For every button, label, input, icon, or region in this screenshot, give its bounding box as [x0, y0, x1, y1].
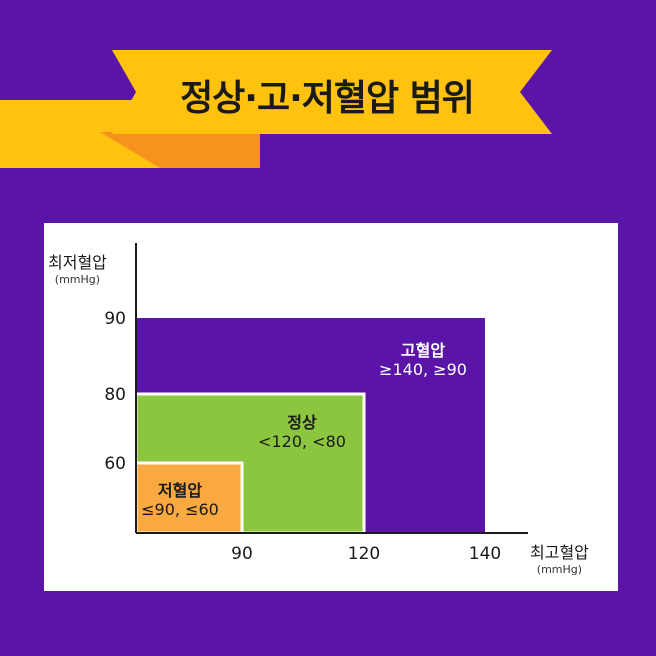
region-label-normal: 정상 <120, <80	[247, 413, 357, 451]
region-condition-hypertension: ≥140, ≥90	[379, 360, 467, 380]
ribbon-shadow	[100, 132, 260, 168]
region-name-normal: 정상	[287, 413, 317, 432]
chart-ticks: 90 120 140 60 80 90	[104, 309, 501, 564]
y-axis-unit: (mmHg)	[54, 273, 101, 286]
x-axis-title: 최고혈압 (mmHg)	[530, 539, 589, 576]
region-label-hypotension: 저혈압 ≤90, ≤60	[130, 481, 230, 519]
region-name-hypertension: 고혈압	[400, 341, 446, 360]
x-tick-label: 140	[469, 544, 501, 564]
x-axis-label: 최고혈압	[530, 543, 589, 562]
y-axis-title: 최저혈압 (mmHg)	[48, 249, 107, 286]
page-title: 정상·고·저혈압 범위	[180, 78, 475, 119]
y-tick-label: 90	[104, 309, 126, 329]
x-tick-label: 120	[348, 544, 380, 564]
bp-range-chart: 90 120 140 60 80 90	[104, 243, 528, 564]
x-axis-unit: (mmHg)	[536, 563, 583, 576]
region-name-hypotension: 저혈압	[157, 481, 203, 500]
chart-regions	[134, 318, 485, 535]
y-tick-label: 80	[104, 385, 126, 405]
chart-card: 90 120 140 60 80 90 최저혈압 (mmHg) 최고혈압 (mmHg) 고…	[44, 223, 618, 591]
title-banner	[0, 50, 552, 168]
y-axis-label: 최저혈압	[48, 253, 107, 272]
ribbon-main	[112, 50, 552, 134]
x-tick-label: 90	[231, 544, 253, 564]
chart-axes	[135, 243, 528, 534]
region-label-hypertension: 고혈압 ≥140, ≥90	[368, 341, 478, 379]
y-tick-label: 60	[104, 454, 126, 474]
region-hypotension	[134, 461, 244, 535]
region-condition-normal: <120, <80	[258, 432, 346, 452]
region-condition-hypotension: ≤90, ≤60	[141, 500, 219, 520]
